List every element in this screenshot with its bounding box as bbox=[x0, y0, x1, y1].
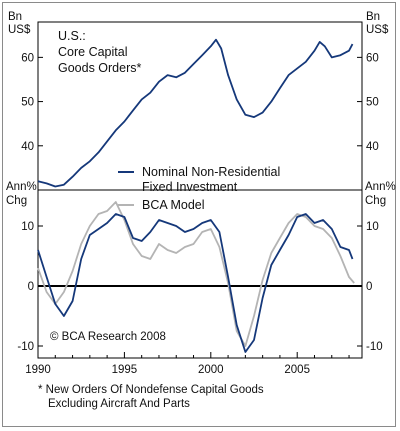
legend-label-bca-model: BCA Model bbox=[142, 198, 205, 212]
top-y-ticks: 40 40 50 50 60 60 bbox=[21, 52, 379, 152]
x-tick-label: 2005 bbox=[284, 364, 310, 376]
chart-frame bbox=[2, 2, 396, 427]
bottom-left-tick-label: 0 bbox=[28, 281, 34, 293]
bottom-plot-border bbox=[37, 189, 363, 359]
bottom-left-tick-label: -10 bbox=[17, 341, 34, 353]
core-capital-goods-orders-line bbox=[37, 38, 354, 188]
chart-subtitle-line1: Core Capital bbox=[58, 45, 127, 59]
x-axis-ticks: 1990 1995 2000 2005 bbox=[25, 352, 350, 376]
bottom-left-unit-line2: Chg bbox=[6, 195, 27, 207]
top-right-unit-line2: US$ bbox=[366, 24, 389, 36]
chart-subtitle-line2: Goods Orders* bbox=[58, 61, 142, 75]
top-right-unit-line1: Bn bbox=[366, 11, 380, 23]
chart-title: U.S.: bbox=[58, 29, 86, 43]
bottom-left-tick-label: 10 bbox=[21, 221, 34, 233]
top-left-tick-label: 60 bbox=[21, 52, 34, 64]
top-left-unit-line1: Bn bbox=[8, 11, 22, 23]
bottom-right-unit-line1: Ann% bbox=[365, 181, 396, 193]
top-left-tick-label: 40 bbox=[21, 141, 34, 153]
x-tick-label: 1995 bbox=[112, 364, 138, 376]
bca-model-line bbox=[37, 201, 355, 347]
copyright-annotation: © BCA Research 2008 bbox=[50, 331, 166, 343]
nominal-investment-line bbox=[37, 213, 354, 353]
top-right-tick-label: 50 bbox=[366, 97, 379, 109]
x-tick-label: 2000 bbox=[198, 364, 224, 376]
top-panel: Bn US$ Bn US$ U.S.: Core Capital Goods O… bbox=[8, 11, 389, 191]
top-right-tick-label: 60 bbox=[366, 52, 379, 64]
legend-label-nominal-line1: Nominal Non-Residential bbox=[142, 165, 280, 179]
top-left-unit-line2: US$ bbox=[8, 24, 31, 36]
top-left-tick-label: 50 bbox=[21, 97, 34, 109]
bottom-right-tick-label: 10 bbox=[366, 221, 379, 233]
footnote: * New Orders Of Nondefense Capital Goods… bbox=[38, 383, 358, 411]
top-right-tick-label: 40 bbox=[366, 141, 379, 153]
bottom-y-ticks: -10 -10 0 0 10 10 bbox=[17, 221, 382, 353]
legend-label-nominal-line2: Fixed Investment bbox=[142, 180, 238, 194]
bottom-right-unit-line2: Chg bbox=[365, 195, 386, 207]
footnote-line2: Excluding Aircraft And Parts bbox=[48, 398, 190, 410]
x-tick-label: 1990 bbox=[25, 364, 51, 376]
footnote-line1: * New Orders Of Nondefense Capital Goods bbox=[38, 384, 264, 396]
bottom-left-unit-line1: Ann% bbox=[6, 181, 37, 193]
bottom-right-tick-label: 0 bbox=[366, 281, 372, 293]
bottom-panel: Ann% Chg Ann% Chg -10 -10 0 0 10 10 1990 1995 2… bbox=[6, 165, 396, 376]
legend: Nominal Non-Residential Fixed Investment… bbox=[118, 165, 280, 212]
bottom-right-tick-label: -10 bbox=[366, 341, 383, 353]
